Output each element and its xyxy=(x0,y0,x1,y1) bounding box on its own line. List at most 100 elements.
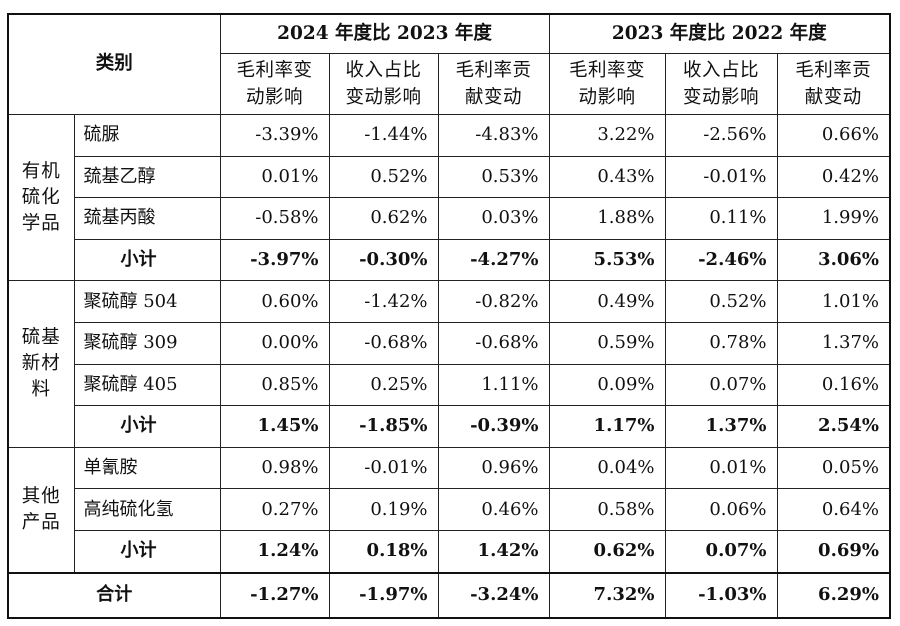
column-header-line: 献变动 xyxy=(804,87,862,108)
table-row: 高纯硫化氢 0.27% 0.19% 0.46% 0.58% 0.06% 0.64% xyxy=(8,488,891,531)
value-cell: 0.96% xyxy=(437,446,550,490)
subtotal-label: 小计 xyxy=(73,238,221,282)
product-name: 聚硫醇 504 xyxy=(73,280,221,323)
subtotal-value: 1.45% xyxy=(219,405,330,448)
value-cell: -0.01% xyxy=(664,155,778,199)
value-cell: 0.16% xyxy=(776,363,891,407)
subtotal-label: 小计 xyxy=(73,529,221,574)
subtotal-value: 1.17% xyxy=(548,405,666,448)
table-body: 有机 硫化 学品 硫脲 -3.39% -1.44% -4.83% 3.22% -2.56% 0.6… xyxy=(7,113,891,619)
group-label: 有机 硫化 学品 xyxy=(7,113,75,282)
value-cell: 0.05% xyxy=(776,446,891,490)
product-name: 聚硫醇 309 xyxy=(73,321,221,365)
value-cell: 1.99% xyxy=(776,197,891,240)
value-cell: -0.82% xyxy=(437,280,550,323)
value-cell: 0.27% xyxy=(219,488,330,531)
product-name: 巯基乙醇 xyxy=(73,155,221,199)
value-cell: 0.59% xyxy=(548,321,666,365)
subtotal-value: -2.46% xyxy=(664,238,778,282)
table-row: 其他 产品 单氰胺 0.98% -0.01% 0.96% 0.04% 0.01% 0.05% xyxy=(7,446,891,574)
subtotal-value: -4.27% xyxy=(437,238,550,282)
value-cell: 0.19% xyxy=(328,488,439,531)
value-cell: -0.68% xyxy=(328,321,439,365)
value-cell: 0.42% xyxy=(776,155,891,199)
value-cell: -0.01% xyxy=(328,446,439,490)
subtotal-value: 1.24% xyxy=(219,529,330,574)
product-name: 巯基丙酸 xyxy=(73,197,221,240)
value-cell: 1.37% xyxy=(776,321,891,365)
value-cell: 0.60% xyxy=(219,280,330,323)
value-cell: 0.52% xyxy=(328,155,439,199)
value-cell: 0.11% xyxy=(664,197,778,240)
value-cell: 3.22% xyxy=(548,114,666,157)
product-name: 单氰胺 xyxy=(73,446,221,490)
value-cell: 0.52% xyxy=(664,280,778,323)
value-cell: 0.43% xyxy=(548,155,666,199)
value-cell: 0.64% xyxy=(776,488,891,531)
total-value: -3.24% xyxy=(437,571,550,619)
group-label-line: 新材 xyxy=(21,353,61,375)
column-header-line: 毛利率变 xyxy=(568,60,645,81)
column-header-line: 献变动 xyxy=(464,87,522,108)
table-row: 有机 硫化 学品 硫脲 -3.39% -1.44% -4.83% 3.22% -2.56% 0.6… xyxy=(7,113,891,282)
value-cell: -1.42% xyxy=(328,280,439,323)
table-row: 聚硫醇 405 0.85% 0.25% 1.11% 0.09% 0.07% 0.16% xyxy=(8,363,891,407)
value-cell: 0.46% xyxy=(437,488,550,531)
subtotal-value: -3.97% xyxy=(219,238,330,282)
column-header-line: 收入占比 xyxy=(682,60,759,81)
subtotal-value: -0.30% xyxy=(328,238,439,282)
subtotal-value: 0.07% xyxy=(664,529,778,574)
value-cell: -3.39% xyxy=(219,114,330,157)
value-cell: 0.01% xyxy=(219,155,330,199)
value-cell: 0.49% xyxy=(548,280,666,323)
group-label: 其他 产品 xyxy=(7,446,75,574)
header-row-periods: 类别 2024 年度比 2023 年度 2023 年度比 2022 年度 xyxy=(7,13,891,115)
value-cell: -0.58% xyxy=(219,197,330,240)
value-cell: 0.85% xyxy=(219,363,330,407)
value-cell: 0.03% xyxy=(437,197,550,240)
value-cell: 0.53% xyxy=(437,155,550,199)
subtotal-value: 1.37% xyxy=(664,405,778,448)
column-header-margin-contribution-2023: 毛利率贡 献变动 xyxy=(776,53,891,115)
column-header-margin-change-2024: 毛利率变 动影响 xyxy=(219,53,330,115)
total-value: -1.27% xyxy=(219,571,330,619)
table-row: 聚硫醇 309 0.00% -0.68% -0.68% 0.59% 0.78% 1.37% xyxy=(8,321,891,365)
value-cell: 0.62% xyxy=(328,197,439,240)
column-header-line: 变动影响 xyxy=(345,87,422,108)
subtotal-value: 3.06% xyxy=(776,238,891,282)
total-value: 6.29% xyxy=(776,571,891,619)
value-cell: 0.07% xyxy=(664,363,778,407)
value-cell: 0.06% xyxy=(664,488,778,531)
value-cell: -1.44% xyxy=(328,114,439,157)
subtotal-value: -0.39% xyxy=(437,405,550,448)
table-row: 巯基乙醇 0.01% 0.52% 0.53% 0.43% -0.01% 0.42% xyxy=(8,155,891,199)
period-header-2024-vs-2023: 2024 年度比 2023 年度 xyxy=(219,13,550,54)
subtotal-row: 小计 -3.97% -0.30% -4.27% 5.53% -2.46% 3.06% xyxy=(8,238,891,282)
gross-margin-contribution-table: 类别 2024 年度比 2023 年度 2023 年度比 2022 年度 毛利率… xyxy=(7,13,891,619)
column-header-revenue-share-change-2023: 收入占比 变动影响 xyxy=(664,53,778,115)
value-cell: 1.88% xyxy=(548,197,666,240)
value-cell: 0.78% xyxy=(664,321,778,365)
column-header-line: 变动影响 xyxy=(682,87,759,108)
group-label-line: 其他 xyxy=(21,485,61,507)
group-label-line: 料 xyxy=(31,379,51,401)
total-value: 7.32% xyxy=(548,571,666,619)
column-header-line: 毛利率贡 xyxy=(795,60,872,81)
value-cell: 0.25% xyxy=(328,363,439,407)
column-header-line: 毛利率贡 xyxy=(455,60,532,81)
value-cell: -0.68% xyxy=(437,321,550,365)
product-name: 高纯硫化氢 xyxy=(73,488,221,531)
category-header: 类别 xyxy=(7,13,221,115)
header-row-columns: 毛利率变 动影响 收入占比 变动影响 毛利率贡 献变动 毛利率变 动影响 收入占比 变动影… xyxy=(8,53,891,115)
period-header-2023-vs-2022: 2023 年度比 2022 年度 xyxy=(548,13,891,54)
table-row: 硫基 新材料聚硫醇 504 0.60% -1.42% -0.82% 0.49% 0.52% 1… xyxy=(7,280,891,448)
group-label-line: 产品 xyxy=(21,511,61,533)
subtotal-label: 小计 xyxy=(73,405,221,448)
value-cell: 0.58% xyxy=(548,488,666,531)
group-label: 硫基 新材料 xyxy=(7,280,75,448)
subtotal-value: -1.85% xyxy=(328,405,439,448)
subtotal-value: 0.69% xyxy=(776,529,891,574)
value-cell: 0.98% xyxy=(219,446,330,490)
group-label-line: 有机 xyxy=(21,160,61,182)
column-header-margin-contribution-2024: 毛利率贡 献变动 xyxy=(437,53,550,115)
